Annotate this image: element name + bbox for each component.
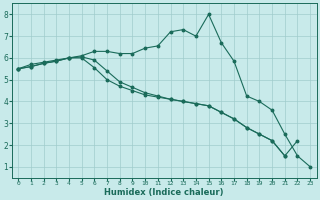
X-axis label: Humidex (Indice chaleur): Humidex (Indice chaleur) <box>104 188 224 197</box>
